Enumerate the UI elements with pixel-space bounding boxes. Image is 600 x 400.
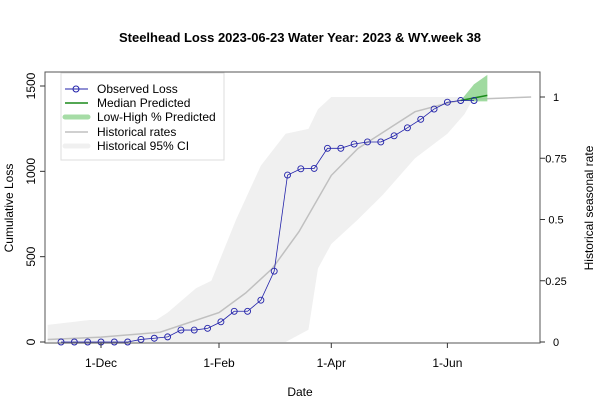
y2-tick-label: 0 [553,337,559,349]
observed-loss-point [244,307,251,315]
observed-loss-point [177,326,185,334]
y2-tick-label: 0.25 [545,276,566,288]
y-tick-label: 1500 [24,72,38,99]
observed-loss-point [430,105,438,113]
observed-loss-point [443,98,451,106]
observed-loss-point [70,338,78,346]
plot-frame [44,71,541,344]
y2-axis-label: Historical seasonal rate [582,145,596,270]
observed-loss-point [364,138,371,146]
legend-observed-marker [72,85,80,93]
observed-loss-point [150,334,158,342]
observed-loss-point [204,324,212,332]
legend-ci-label: Historical 95% CI [97,139,189,153]
observed-loss-point [337,144,345,152]
observed-loss-point [403,124,411,132]
observed-loss-point [164,333,172,341]
y-tick-label: 0 [24,338,38,345]
observed-loss-point [270,267,278,275]
observed-loss-point [324,144,331,152]
observed-loss-point [390,132,398,140]
legend: Observed Loss Median Predicted Low-High … [60,72,225,161]
y2-tick-label: 0.5 [548,215,563,227]
observed-loss-point [470,97,478,104]
x-axis-label: Date [287,385,313,399]
observed-loss-point [137,335,145,343]
legend-hist-label: Historical rates [97,125,176,139]
observed-loss-point [297,165,305,173]
observed-loss-point [377,138,385,146]
y2-tick-label: 1 [553,92,559,104]
x-tick-label: 1-Jun [432,356,462,370]
observed-loss-point [310,164,318,172]
observed-loss-point [230,307,238,315]
legend-median-label: Median Predicted [97,96,190,110]
legend-band-label: Low-High % Predicted [97,110,216,124]
y-axis-label: Cumulative Loss [2,164,16,253]
observed-loss-point [350,140,358,148]
chart-title: Steelhead Loss 2023-06-23 Water Year: 20… [119,30,481,45]
predicted-range-band [460,74,488,102]
legend-observed-label: Observed Loss [97,82,178,96]
observed-loss-point [217,318,225,326]
x-tick-label: 1-Apr [317,356,346,370]
y-tick-label: 500 [24,246,38,266]
observed-loss-point [417,115,425,123]
observed-loss-point [457,97,465,104]
observed-loss-point [190,326,198,334]
observed-loss-line [61,100,475,343]
historical-ci-band [47,97,532,342]
y2-tick-label: 0.75 [545,153,566,165]
observed-loss-point [284,171,291,179]
observed-loss-point [57,338,65,346]
observed-loss-point [124,338,132,346]
observed-loss-point [257,296,265,304]
x-tick-label: 1-Feb [203,356,235,370]
observed-loss-point [84,338,92,346]
y-tick-label: 1000 [24,158,38,185]
x-tick-label: 1-Dec [85,356,117,370]
observed-loss-point [110,338,118,346]
